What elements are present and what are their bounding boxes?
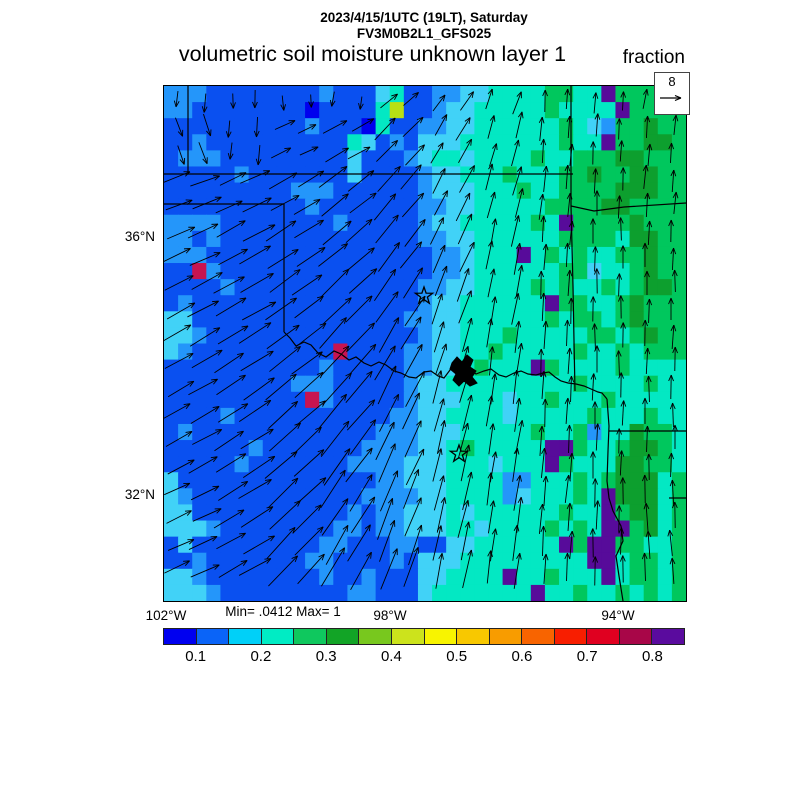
lon-tick-label: 94°W [601,608,635,623]
state-borders [164,86,686,601]
lon-tick-label: 102°W [145,608,187,623]
colorbar-segment [195,628,229,645]
colorbar-segment [553,628,587,645]
colorbar-tick-label: 0.4 [380,648,402,665]
colorbar-tick-label: 0.5 [446,648,468,665]
colorbar-segment [390,628,424,645]
colorbar-segment [521,628,554,645]
star-markers [413,285,470,463]
lat-tick-label: 36°N [124,229,155,244]
colorbar-segment [228,628,261,645]
star-marker [448,443,470,463]
colorbar-tick-label: 0.1 [185,648,207,665]
colorbar-segment [618,628,652,645]
colorbar-tick-label: 0.7 [576,648,598,665]
colorbar-segment [163,628,196,645]
colorbar-segment [651,628,685,645]
plot-title: volumetric soil moisture unknown layer 1 [178,42,567,66]
star-marker [413,285,435,305]
datetime-heading: 2023/4/15/1UTC (19LT), Saturday [320,10,528,25]
colorbar-segment [456,628,489,645]
colorbar-segment [488,628,522,645]
colorbar-tick-label: 0.6 [511,648,533,665]
colorbar-segment [325,628,359,645]
lon-tick-label: 98°W [373,608,407,623]
colorbar-tick-label: 0.8 [641,648,663,665]
model-heading: FV3M0B2L1_GFS025 [356,26,492,41]
minmax-stats: Min= .0412 Max= 1 [225,604,341,619]
reference-vector-value: 8 [668,74,676,89]
colorbar-segment [423,628,457,645]
lat-tick-label: 32°N [124,487,155,502]
colorbar-segment [586,628,619,645]
colorbar-segment [293,628,326,645]
units-label: fraction [622,47,685,68]
reference-vector-box: 8 [654,72,690,115]
colorbar-segment [260,628,294,645]
wind-vectors [164,88,679,591]
moisture-cells [164,86,686,601]
colorbar-segment [358,628,391,645]
colorbar [163,628,685,645]
reference-vector-arrow-icon [660,94,682,102]
map-panel [163,85,687,602]
colorbar-tick-label: 0.2 [250,648,272,665]
colorbar-tick-label: 0.3 [315,648,337,665]
soil-moisture-map [164,86,686,601]
